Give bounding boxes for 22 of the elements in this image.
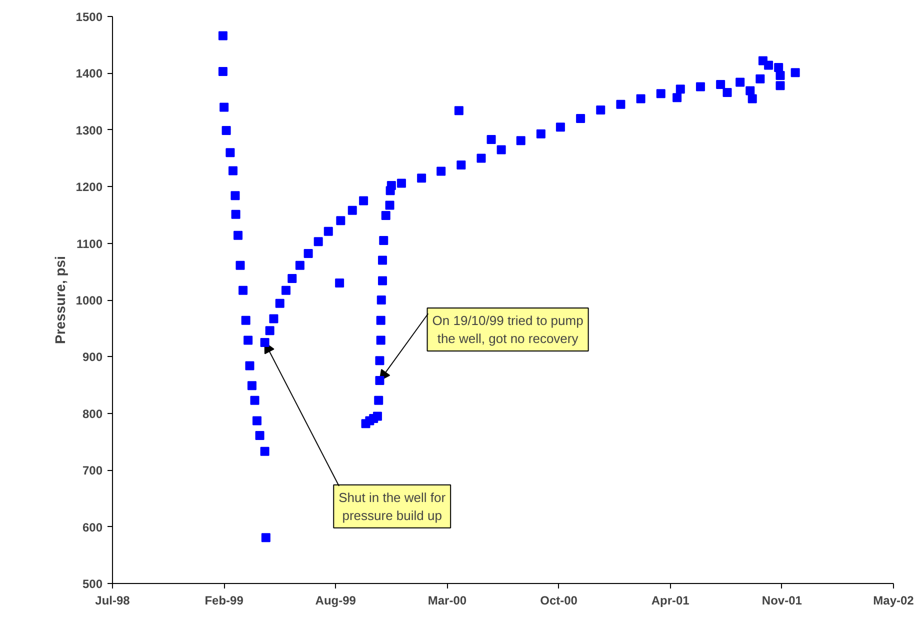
- x-tick-label: Jul-98: [95, 594, 130, 608]
- y-tick-label: 1300: [76, 123, 103, 138]
- annotation: Shut in the well for pressure build up: [338, 490, 446, 523]
- y-tick-label: 1100: [76, 236, 103, 251]
- y-tick-label: 1200: [76, 180, 103, 194]
- y-tick-label: 500: [82, 577, 103, 591]
- annotation: On 19/10/99 tried to pump the well, got no recovery: [432, 312, 584, 346]
- x-tick-label: Nov-01: [762, 594, 802, 608]
- y-axis-title: Pressure, psi: [52, 256, 68, 344]
- y-tick-label: 600: [82, 520, 103, 534]
- x-tick-label: May-02: [873, 594, 914, 608]
- y-tick-label: 900: [82, 350, 103, 364]
- x-tick-label: Aug-99: [315, 594, 356, 608]
- y-tick-label: 1400: [76, 66, 103, 81]
- x-tick-label: Mar-00: [428, 594, 467, 608]
- y-tick-label: 700: [82, 464, 103, 478]
- x-tick-label: Feb-99: [204, 594, 244, 608]
- y-tick-label: 1000: [76, 294, 103, 308]
- x-tick-label: Oct-00: [540, 594, 578, 608]
- y-tick-label: 800: [82, 406, 103, 421]
- x-tick-label: Apr-01: [651, 594, 690, 608]
- y-tick-label: 1500: [76, 10, 103, 24]
